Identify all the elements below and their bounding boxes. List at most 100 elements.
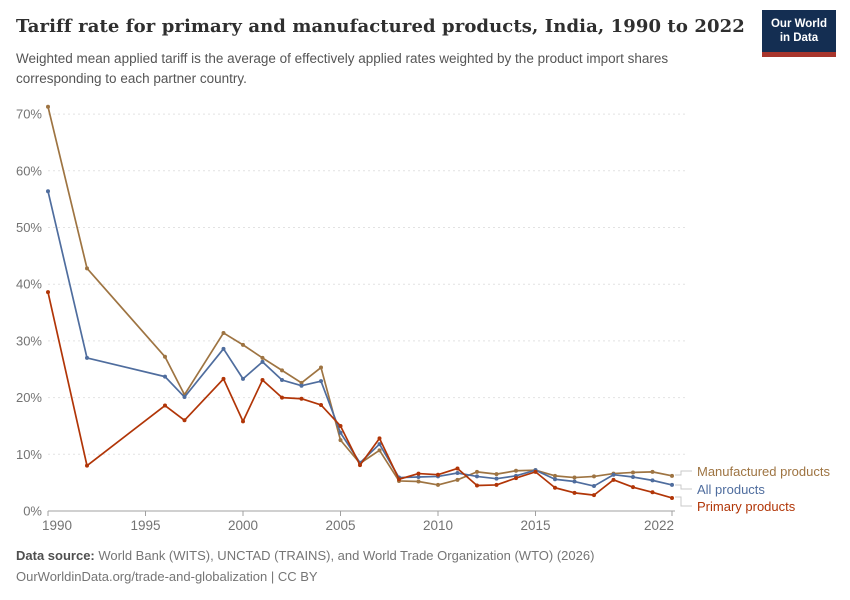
y-tick-label-30: 30% (16, 333, 42, 348)
data-point-primary-products-2020 (631, 485, 635, 490)
y-tick-label-10: 10% (16, 447, 42, 462)
data-point-manufactured-products-2022 (670, 473, 674, 478)
data-point-primary-products-2010 (436, 472, 440, 477)
data-point-all-products-2016 (553, 477, 557, 482)
data-point-primary-products-1990 (46, 290, 50, 295)
data-point-all-products-2000 (241, 376, 245, 381)
x-tick-label-2000: 2000 (228, 518, 258, 533)
data-point-primary-products-2003 (299, 396, 304, 401)
y-tick-label-20: 20% (16, 390, 42, 405)
y-tick-label-0: 0% (23, 504, 42, 519)
legend-item-all-products[interactable]: All products (697, 482, 765, 497)
data-point-manufactured-products-2017 (572, 475, 577, 480)
data-point-all-products-2009 (416, 474, 421, 479)
data-point-all-products-2005 (338, 430, 343, 435)
owid-logo-line1: Our World (770, 18, 827, 30)
data-point-primary-products-2012 (475, 483, 479, 488)
data-point-primary-products-2015 (533, 469, 538, 474)
y-tick-label-60: 60% (16, 163, 42, 178)
legend-connector-manufactured (675, 470, 692, 476)
data-point-manufactured-products-2021 (650, 469, 655, 474)
data-point-all-products-2017 (572, 479, 577, 484)
data-point-manufactured-products-1996 (163, 354, 167, 359)
page-title: Tariff rate for primary and manufactured… (16, 16, 745, 37)
data-point-all-products-2022 (670, 482, 674, 487)
series-line-all-products[interactable] (47, 191, 673, 487)
data-point-manufactured-products-1999 (221, 330, 226, 335)
owid-logo[interactable]: Our World in Data (761, 10, 836, 57)
data-point-manufactured-products-2014 (514, 468, 518, 473)
data-point-manufactured-products-1992 (85, 266, 89, 271)
data-source-label: Data source: (16, 548, 95, 563)
y-tick-label-50: 50% (16, 220, 42, 235)
data-point-primary-products-2007 (377, 436, 382, 441)
y-tick-label-40: 40% (16, 277, 42, 292)
data-point-primary-products-2022 (670, 495, 674, 500)
data-point-all-products-2001 (260, 359, 265, 364)
data-source-line: Data source: World Bank (WITS), UNCTAD (… (16, 546, 594, 567)
data-point-manufactured-products-1990 (46, 104, 50, 109)
data-point-manufactured-products-2012 (475, 469, 479, 474)
data-point-all-products-2012 (475, 474, 479, 479)
series-line-manufactured-products[interactable] (47, 106, 673, 486)
data-point-manufactured-products-2005 (338, 438, 343, 443)
data-point-manufactured-products-2002 (280, 368, 284, 373)
data-point-manufactured-products-2004 (319, 365, 323, 370)
data-point-all-products-2011 (455, 471, 460, 476)
series-line-primary-products[interactable] (47, 291, 673, 499)
owid-logo-line2: in Data (779, 32, 819, 45)
data-point-primary-products-1997 (182, 418, 187, 423)
data-point-primary-products-2011 (455, 466, 460, 471)
data-point-manufactured-products-2001 (260, 355, 265, 360)
data-point-manufactured-products-2003 (299, 380, 304, 385)
data-point-primary-products-2016 (553, 485, 557, 490)
legend-item-manufactured-products[interactable]: Manufactured products (697, 464, 830, 479)
data-point-primary-products-2002 (280, 395, 284, 400)
data-point-primary-products-1999 (221, 376, 226, 381)
data-point-primary-products-2018 (592, 493, 596, 498)
data-point-all-products-2003 (299, 383, 304, 388)
data-point-all-products-2021 (650, 478, 655, 483)
x-tick-label-1990: 1990 (42, 518, 72, 533)
data-point-all-products-2020 (631, 474, 635, 479)
data-point-all-products-2002 (280, 378, 284, 383)
legend-connector-primary (675, 496, 692, 507)
y-tick-label-70: 70% (16, 107, 42, 122)
data-point-all-products-2018 (592, 484, 596, 489)
data-point-primary-products-2006 (358, 463, 362, 468)
data-point-all-products-1992 (85, 355, 89, 360)
data-point-manufactured-products-2020 (631, 470, 635, 475)
data-point-all-products-1996 (163, 374, 167, 379)
data-point-primary-products-2001 (260, 378, 265, 383)
data-point-manufactured-products-2011 (455, 477, 460, 482)
chart-footer: Data source: World Bank (WITS), UNCTAD (… (16, 546, 594, 588)
data-point-all-products-1999 (221, 346, 226, 351)
legend-item-primary-products[interactable]: Primary products (697, 499, 796, 514)
data-point-manufactured-products-2013 (494, 472, 499, 477)
data-point-manufactured-products-2007 (377, 448, 382, 453)
data-point-primary-products-2014 (514, 476, 518, 481)
data-point-manufactured-products-2016 (553, 473, 557, 478)
x-tick-label-2022: 2022 (644, 518, 674, 533)
license-line: OurWorldinData.org/trade-and-globalizati… (16, 568, 318, 584)
data-point-primary-products-2013 (494, 482, 499, 487)
data-point-primary-products-2005 (338, 423, 343, 428)
data-point-primary-products-2004 (319, 402, 323, 407)
data-point-manufactured-products-2000 (241, 342, 245, 347)
data-point-all-products-1990 (46, 189, 50, 194)
data-point-manufactured-products-2018 (592, 474, 596, 479)
legend-connector-all (675, 484, 692, 490)
x-tick-label-1995: 1995 (130, 518, 160, 533)
data-point-all-products-2013 (494, 476, 499, 481)
x-tick-label-2015: 2015 (520, 518, 550, 533)
data-point-all-products-2007 (377, 442, 382, 447)
data-point-all-products-2004 (319, 379, 323, 384)
data-point-primary-products-1996 (163, 403, 167, 408)
data-point-primary-products-2009 (416, 471, 421, 476)
data-point-primary-products-1992 (85, 463, 89, 468)
data-point-manufactured-products-2009 (416, 479, 421, 484)
data-point-all-products-1997 (182, 395, 187, 400)
data-point-all-products-2019 (611, 472, 616, 477)
